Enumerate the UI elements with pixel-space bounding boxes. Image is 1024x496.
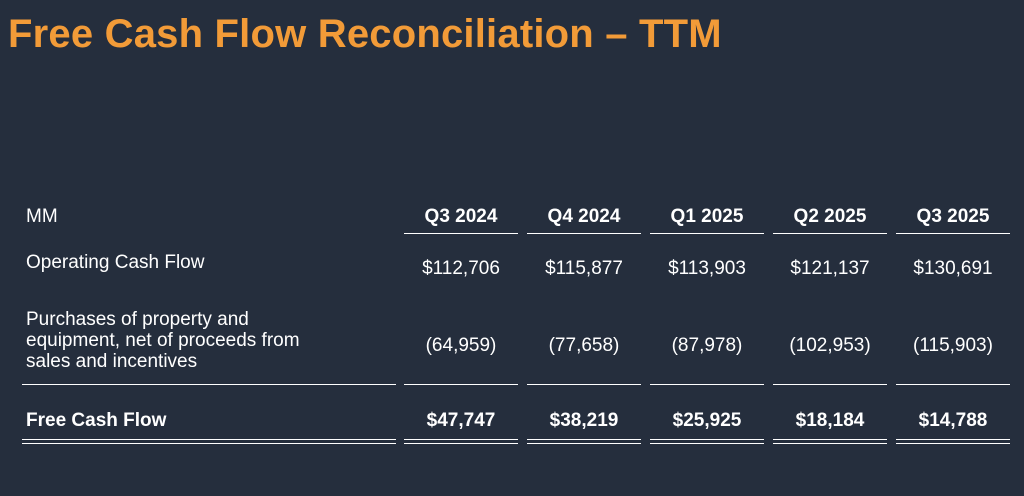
row-label-operating-cash-flow: Operating Cash Flow [26,252,205,273]
subtotal-rule [22,384,396,385]
table-cell: $18,184 [795,410,865,431]
table-cell: $121,137 [790,258,870,279]
header-underline [773,233,887,234]
table-cell: $25,925 [672,410,742,431]
column-header-q4-2024: Q4 2024 [547,206,621,227]
header-underline [404,233,518,234]
row-label-purchases-line-3: sales and incentives [26,351,198,372]
table-cell: (77,658) [548,335,620,356]
total-double-rule [527,439,641,444]
subtotal-rule [404,384,518,385]
header-underline [650,233,764,234]
total-double-rule [404,439,518,444]
row-label-purchases-line-1: Purchases of property and [26,309,249,330]
row-label-purchases-line-2: equipment, net of proceeds from [26,330,300,351]
table-cell: $38,219 [549,410,619,431]
column-header-q2-2025: Q2 2025 [793,206,867,227]
table-cell: $130,691 [913,258,993,279]
subtotal-rule [527,384,641,385]
total-double-rule [896,439,1010,444]
column-header-q3-2025: Q3 2025 [916,206,990,227]
unit-label: MM [26,206,58,227]
column-header-q3-2024: Q3 2024 [424,206,498,227]
table-cell: $115,877 [545,258,623,279]
total-double-rule [22,439,396,444]
table-cell: $14,788 [918,410,988,431]
table-cell: $47,747 [426,410,496,431]
table-cell: (102,953) [789,335,871,356]
total-double-rule [650,439,764,444]
table-cell: $113,903 [668,258,746,279]
table-cell: $112,706 [422,258,500,279]
total-double-rule [773,439,887,444]
table-cell: (115,903) [913,335,993,356]
header-underline [527,233,641,234]
subtotal-rule [650,384,764,385]
column-header-q1-2025: Q1 2025 [670,206,744,227]
page-title: Free Cash Flow Reconciliation – TTM [8,12,722,56]
row-label-free-cash-flow: Free Cash Flow [26,410,167,431]
table-cell: (64,959) [425,335,497,356]
subtotal-rule [896,384,1010,385]
subtotal-rule [773,384,887,385]
header-underline [896,233,1010,234]
table-cell: (87,978) [671,335,743,356]
